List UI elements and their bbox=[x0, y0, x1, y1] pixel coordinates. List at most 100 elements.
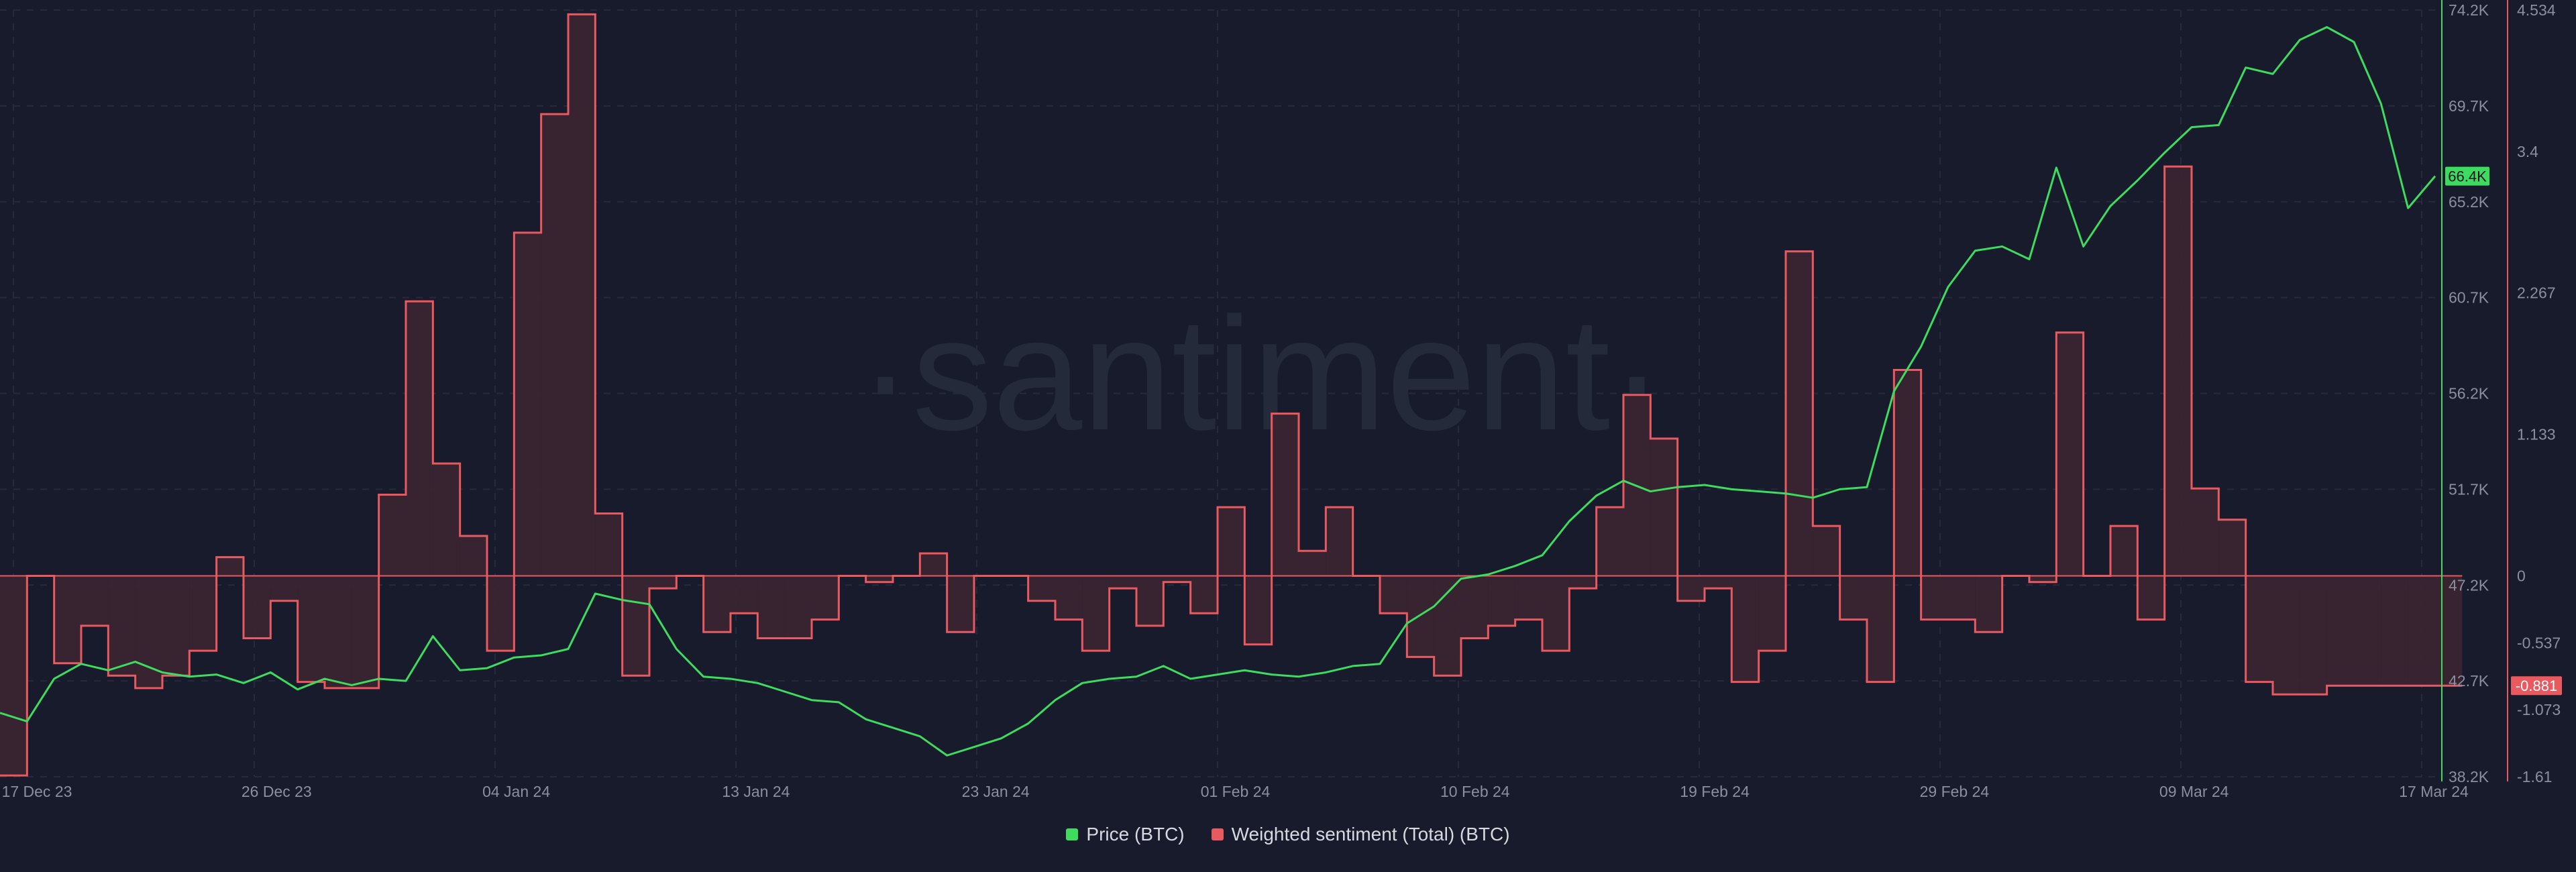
price-axis-tick-label: 51.7K bbox=[2449, 480, 2489, 498]
price-current-value: 66.4K bbox=[2448, 168, 2487, 185]
x-axis-ticks: 17 Dec 23 26 Dec 23 04 Jan 24 13 Jan 24 23 J… bbox=[2, 783, 2469, 800]
x-tick-label: 09 Mar 24 bbox=[2159, 783, 2229, 800]
sentiment-fill-bar bbox=[703, 576, 731, 633]
sentiment-fill-bar bbox=[216, 557, 244, 576]
sentiment-fill-bar bbox=[514, 232, 541, 576]
sentiment-fill-bar bbox=[1271, 413, 1299, 576]
x-tick-label: 17 Mar 24 bbox=[2399, 783, 2469, 800]
x-tick-label: 17 Dec 23 bbox=[2, 783, 72, 800]
sentiment-axis-tick-label: 1.133 bbox=[2517, 426, 2556, 443]
sentiment-fill-bar bbox=[460, 535, 487, 576]
sentiment-fill-bar bbox=[1461, 576, 1489, 639]
sentiment-fill-bar bbox=[1705, 576, 1732, 589]
santiment-watermark: ·santiment· bbox=[859, 284, 1664, 464]
sentiment-fill-bar bbox=[1515, 576, 1542, 620]
sentiment-fill-bar bbox=[1326, 507, 1353, 576]
sentiment-fill-bar bbox=[1975, 576, 2002, 633]
sentiment-fill-bar bbox=[162, 576, 190, 676]
sentiment-fill-bar bbox=[1380, 576, 1407, 614]
sentiment-fill-bar bbox=[2435, 576, 2463, 686]
sentiment-fill-bar bbox=[1569, 576, 1597, 589]
x-tick-label: 01 Feb 24 bbox=[1201, 783, 1271, 800]
sentiment-fill-bar bbox=[1921, 576, 1948, 620]
sentiment-fill-bar bbox=[865, 576, 893, 582]
sentiment-fill-bar bbox=[270, 576, 298, 601]
sentiment-fill-bar bbox=[1867, 576, 1894, 682]
sentiment-fill-bar bbox=[378, 494, 406, 576]
sentiment-fill-bar bbox=[1136, 576, 1164, 626]
sentiment-fill-bar bbox=[433, 464, 460, 576]
x-tick-label: 10 Feb 24 bbox=[1440, 783, 1510, 800]
sentiment-fill-bar bbox=[731, 576, 758, 614]
sentiment-fill-bar bbox=[297, 576, 325, 682]
price-swatch-icon bbox=[1066, 828, 1079, 840]
sentiment-fill-bar bbox=[2029, 576, 2057, 582]
sentiment-fill-bar bbox=[1813, 526, 1840, 576]
price-line bbox=[0, 25, 2436, 757]
sentiment-axis-tick-label: 4.534 bbox=[2517, 1, 2556, 19]
sentiment-fill-bar bbox=[1407, 576, 1434, 657]
sentiment-fill-bar bbox=[2245, 576, 2273, 682]
sentiment-fill-bar bbox=[2354, 576, 2381, 686]
sentiment-fill-bar bbox=[1488, 576, 1515, 626]
legend: Price (BTC) Weighted sentiment (Total) (… bbox=[0, 824, 2576, 845]
sentiment-fill-bar bbox=[244, 576, 271, 639]
x-tick-label: 19 Feb 24 bbox=[1680, 783, 1750, 800]
x-tick-label: 29 Feb 24 bbox=[1920, 783, 1990, 800]
legend-item-price[interactable]: Price (BTC) bbox=[1066, 824, 1185, 845]
legend-item-sentiment[interactable]: Weighted sentiment (Total) (BTC) bbox=[1211, 824, 1510, 845]
price-axis-tick-label: 47.2K bbox=[2449, 576, 2489, 594]
sentiment-fill-bar bbox=[1082, 576, 1110, 651]
sentiment-fill-bar bbox=[1677, 576, 1705, 601]
sentiment-fill-bar bbox=[1028, 576, 1055, 601]
sentiment-fill-bar bbox=[1650, 438, 1678, 576]
sentiment-fill-bar bbox=[757, 576, 785, 639]
sentiment-fill-bar bbox=[541, 114, 568, 576]
sentiment-fill-bar bbox=[920, 553, 947, 576]
sentiment-fill-bar bbox=[1731, 576, 1759, 682]
x-tick-label: 04 Jan 24 bbox=[482, 783, 550, 800]
sentiment-fill-bar bbox=[2137, 576, 2165, 620]
sentiment-fill-bar bbox=[947, 576, 974, 633]
sentiment-fill-bar bbox=[108, 576, 136, 676]
sentiment-fill-bar bbox=[81, 576, 109, 626]
sentiment-line bbox=[0, 13, 2463, 777]
sentiment-fill-bar bbox=[2110, 526, 2138, 576]
sentiment-fill-bar bbox=[54, 576, 81, 663]
x-tick-label: 23 Jan 24 bbox=[962, 783, 1030, 800]
sentiment-series bbox=[0, 13, 2463, 777]
sentiment-fill-bar bbox=[1244, 576, 1272, 645]
right-axis-ticks: 4.534 3.4 2.267 1.133 0 -0.537 -1.073 -1.61 bbox=[2517, 1, 2561, 785]
price-axis-tick-label: 65.2K bbox=[2449, 193, 2489, 211]
sentiment-axis-tick-label: 0 bbox=[2517, 567, 2526, 584]
sentiment-fill-bar bbox=[2408, 576, 2435, 686]
sentiment-current-value: -0.881 bbox=[2516, 677, 2557, 694]
sentiment-fill-bar bbox=[1055, 576, 1083, 620]
sentiment-fill-bar bbox=[1596, 507, 1623, 576]
sentiment-fill-bar bbox=[1109, 576, 1136, 589]
sentiment-fill-bar bbox=[1218, 507, 1245, 576]
x-tick-label: 26 Dec 23 bbox=[241, 783, 312, 800]
sentiment-fill-bar bbox=[2164, 166, 2192, 576]
sentiment-axis-tick-label: -1.61 bbox=[2517, 768, 2552, 785]
sentiment-axis-tick-label: 2.267 bbox=[2517, 284, 2556, 302]
sentiment-fill-bar bbox=[2218, 519, 2246, 576]
sentiment-fill-bar bbox=[568, 14, 596, 576]
sentiment-fill-bar bbox=[1163, 576, 1191, 582]
sentiment-fill-bar bbox=[135, 576, 162, 688]
x-tick-label: 13 Jan 24 bbox=[722, 783, 790, 800]
sentiment-fill-bar bbox=[406, 301, 433, 576]
sentiment-fill-bar bbox=[1894, 370, 1921, 576]
sentiment-fill-bar bbox=[1758, 576, 1786, 651]
sentiment-axis-tick-label: -1.073 bbox=[2517, 701, 2561, 718]
price-current-badge bbox=[2445, 166, 2489, 186]
sentiment-fill-bar bbox=[2300, 576, 2327, 695]
sentiment-fill-bar bbox=[2326, 576, 2354, 686]
sentiment-fill-bar bbox=[2381, 576, 2408, 686]
sentiment-current-badge bbox=[2511, 676, 2562, 696]
sentiment-fill-bar bbox=[2273, 576, 2300, 695]
sentiment-fill-bar bbox=[325, 576, 352, 688]
sentiment-fill-bar bbox=[1299, 551, 1326, 576]
price-axis-tick-label: 74.2K bbox=[2449, 1, 2489, 19]
